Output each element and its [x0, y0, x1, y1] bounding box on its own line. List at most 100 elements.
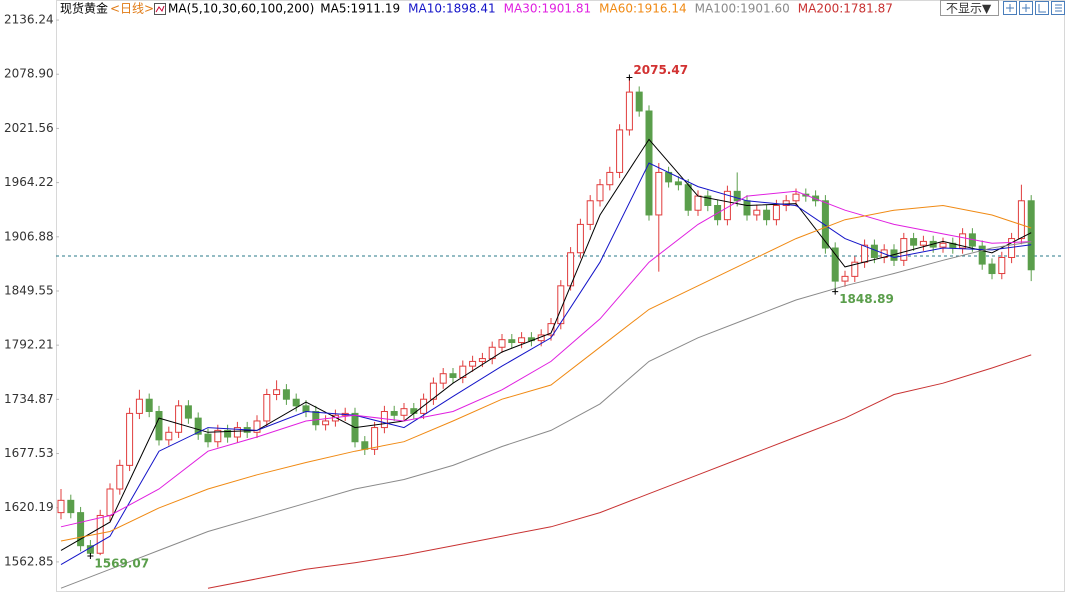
- candle-body: [263, 393, 271, 422]
- candle-body: [165, 431, 173, 441]
- y-tick-label: 1792.21: [4, 338, 54, 352]
- candle-body: [861, 244, 869, 263]
- symbol-title: 现货黄金: [60, 1, 108, 16]
- candle-body: [821, 200, 829, 249]
- y-tick-label: 1562.85: [4, 554, 54, 568]
- candle-body: [753, 209, 761, 216]
- candle-body: [135, 398, 143, 414]
- candle-body: [518, 337, 526, 344]
- candle-body: [400, 408, 408, 416]
- y-tick-label: 2136.24: [4, 13, 54, 27]
- candle-body: [998, 256, 1006, 275]
- candle-body: [322, 420, 330, 426]
- candle-body: [57, 499, 65, 514]
- candle-body: [959, 233, 967, 249]
- candle-body: [841, 275, 849, 282]
- candle-body: [371, 427, 379, 450]
- candle-body: [939, 242, 947, 248]
- ma-line: [60, 162, 1032, 566]
- period[interactable]: <日线>: [110, 2, 154, 16]
- y-tick-label: 1620.19: [4, 500, 54, 514]
- candle-body: [1027, 200, 1035, 271]
- candle-body: [302, 405, 310, 413]
- candle-body: [851, 261, 859, 277]
- candle-body: [910, 238, 918, 246]
- candle-body: [733, 190, 741, 202]
- candle-body: [253, 420, 261, 433]
- candle-body: [547, 323, 555, 336]
- y-tick-label: 2078.90: [4, 67, 54, 81]
- candle-body: [596, 184, 604, 202]
- candle-body: [184, 405, 192, 419]
- candle-body: [586, 200, 594, 225]
- ma-line: [207, 354, 1032, 589]
- candle-body: [126, 412, 134, 466]
- ma-line: [60, 241, 1032, 589]
- candle-body: [390, 411, 398, 416]
- candle-body: [96, 514, 104, 554]
- candle-body: [684, 184, 692, 211]
- candle-body: [831, 247, 839, 282]
- candle-body: [67, 499, 75, 514]
- candle-body: [606, 171, 614, 186]
- tool-glyphs: [1006, 4, 1062, 13]
- candle-body: [763, 209, 771, 221]
- indicator-name: MA(5,10,30,60,100,200): [168, 2, 314, 16]
- toggle-button-label: 不显示▼: [946, 2, 992, 16]
- candle-body: [145, 398, 153, 413]
- ma-line: [60, 190, 1032, 528]
- candle-body: [204, 433, 212, 443]
- candle-body: [782, 200, 790, 207]
- candle-body: [576, 223, 584, 254]
- candle-body: [704, 195, 712, 207]
- candle-body: [175, 405, 183, 433]
- candle-body: [674, 181, 682, 186]
- candle-body: [508, 339, 516, 344]
- y-tick-label: 2021.56: [4, 121, 54, 135]
- candle-body: [625, 91, 633, 131]
- annotation-label: 2075.47: [633, 63, 688, 77]
- toggle-button[interactable]: [940, 0, 999, 16]
- candle-body: [361, 441, 369, 450]
- candle-body: [380, 411, 388, 429]
- candle-body: [655, 171, 663, 216]
- candle-body: [978, 245, 986, 265]
- candle-body: [77, 512, 85, 547]
- candle-body: [557, 285, 565, 325]
- candle-body: [694, 195, 702, 211]
- annotation-marker: [832, 288, 839, 295]
- indicator-icon-glyph: [155, 5, 165, 13]
- legend-entry: MA30:1901.81: [504, 2, 592, 16]
- candle-body: [635, 91, 643, 112]
- candle-body: [106, 488, 114, 516]
- header: 现货黄金 <日线> MA(5,10,30,60,100,200) MA5:191…: [60, 1, 893, 16]
- candle-body: [155, 411, 163, 441]
- candle-body: [919, 240, 927, 246]
- candle-body: [292, 398, 300, 407]
- toolbar: [1003, 1, 1065, 15]
- candle-body: [900, 238, 908, 261]
- legend-entry: MA10:1898.41: [408, 2, 496, 16]
- legend-entry: MA200:1781.87: [798, 2, 893, 16]
- candle-body: [792, 193, 800, 202]
- candle-body: [233, 427, 241, 438]
- y-tick-label: 1734.87: [4, 392, 54, 406]
- ma-line: [60, 204, 1032, 542]
- y-tick-label: 1849.55: [4, 283, 54, 297]
- legend-entry: MA60:1916.14: [599, 2, 687, 16]
- candle-body: [410, 408, 418, 414]
- candle-body: [312, 411, 320, 426]
- annotation-marker: [87, 553, 94, 560]
- annotation-label: 1848.89: [839, 292, 894, 306]
- candle-body: [478, 358, 486, 362]
- candle-body: [449, 373, 457, 378]
- legend-entry: MA5:1911.19: [320, 2, 400, 16]
- candle-body: [194, 417, 202, 435]
- candle-body: [429, 382, 437, 400]
- candle-body: [870, 244, 878, 258]
- y-tick-label: 1677.53: [4, 446, 54, 460]
- candle-body: [616, 129, 624, 173]
- candle-body: [214, 429, 222, 443]
- candle-body: [282, 389, 290, 400]
- legend-entry: MA100:1901.60: [695, 2, 790, 16]
